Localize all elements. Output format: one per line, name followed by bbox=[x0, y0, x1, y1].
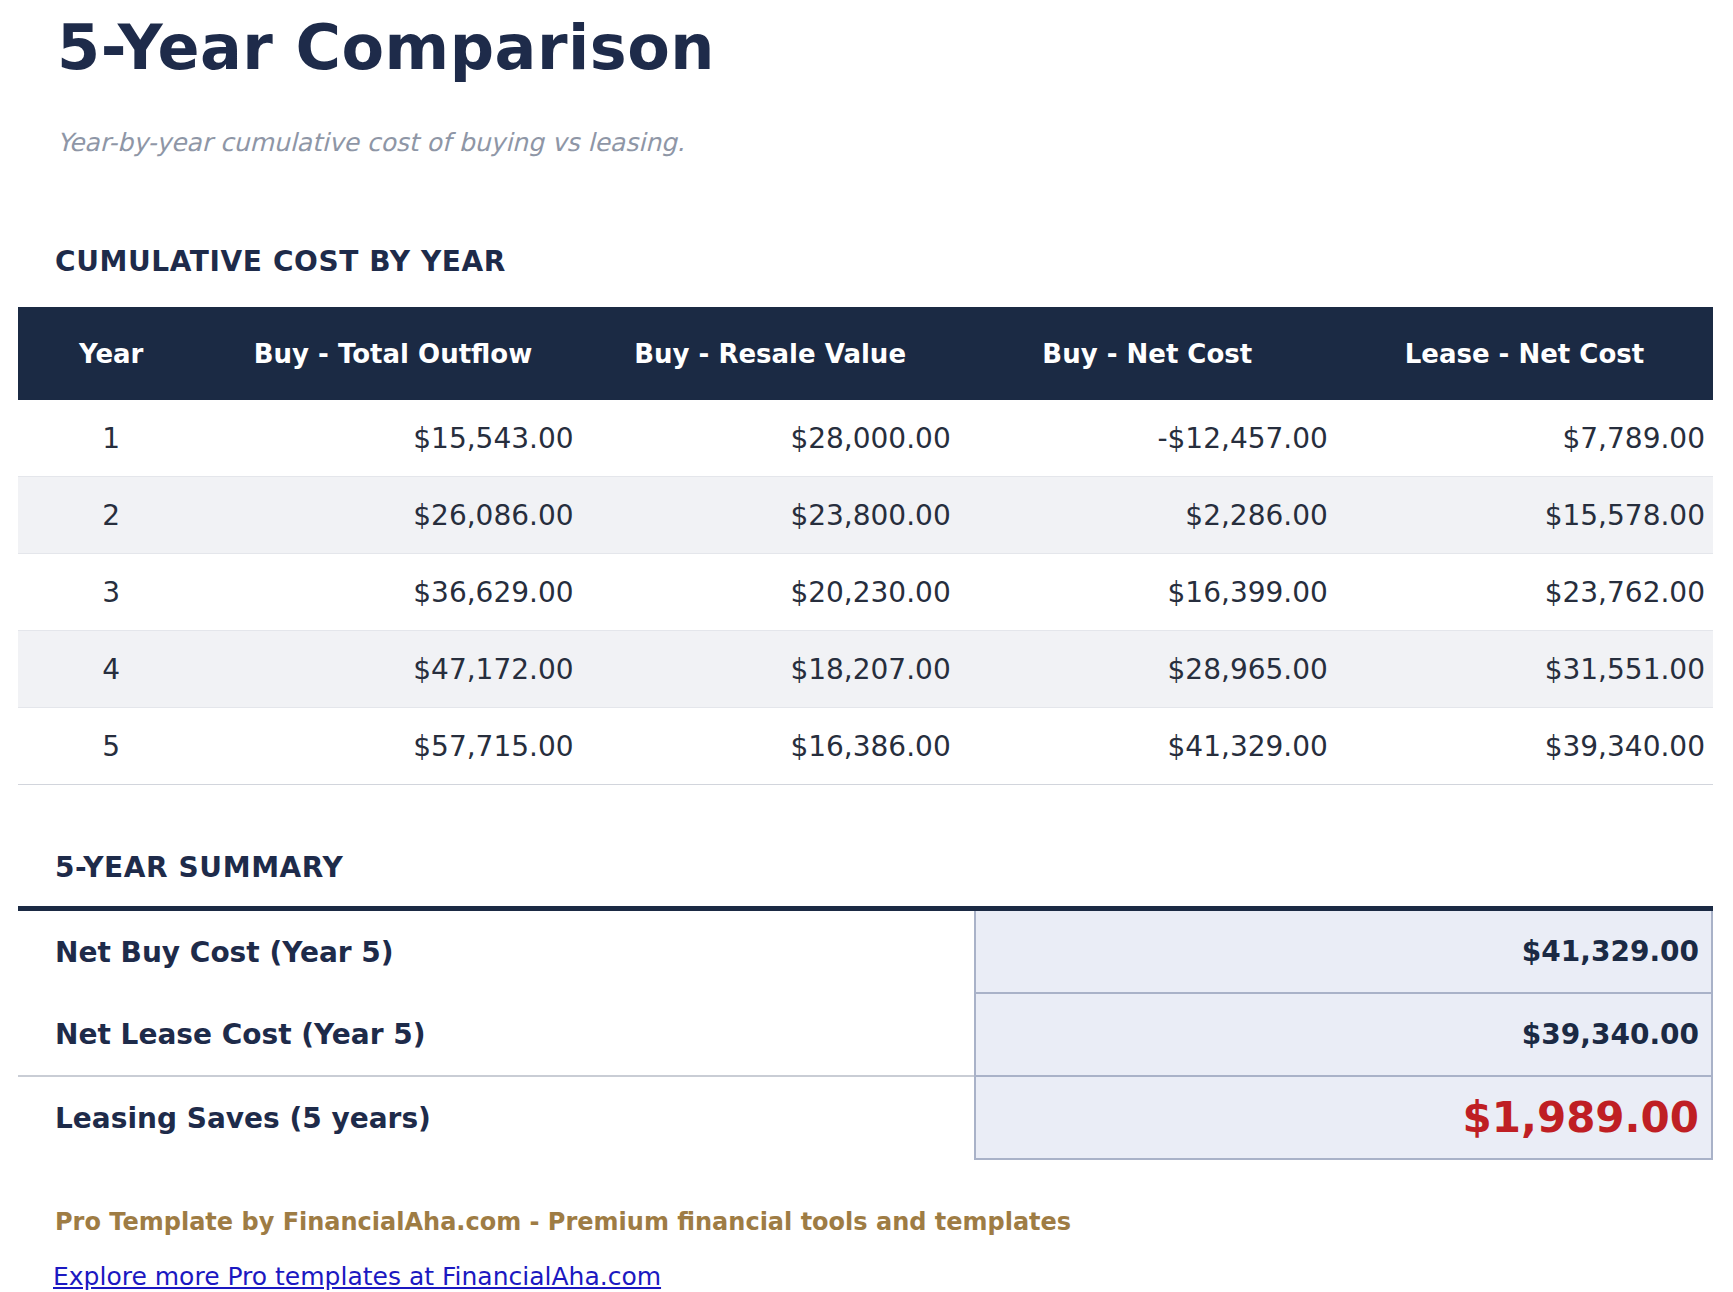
column-header-buy-total-outflow: Buy - Total Outflow bbox=[204, 307, 581, 400]
lease-net-cost-cell: $23,762.00 bbox=[1336, 554, 1713, 631]
buy-net-cost-cell: $41,329.00 bbox=[959, 708, 1336, 785]
buy-net-cost-cell: $2,286.00 bbox=[959, 477, 1336, 554]
buy-resale-value-cell: $28,000.00 bbox=[582, 400, 959, 477]
table-row: 3 $36,629.00 $20,230.00 $16,399.00 $23,7… bbox=[18, 554, 1713, 631]
branding-text: Pro Template by FinancialAha.com - Premi… bbox=[55, 1208, 1713, 1236]
buy-resale-value-cell: $16,386.00 bbox=[582, 708, 959, 785]
summary-table: Net Buy Cost (Year 5) $41,329.00 Net Lea… bbox=[18, 906, 1713, 1160]
buy-total-outflow-cell: $15,543.00 bbox=[204, 400, 581, 477]
summary-label: Leasing Saves (5 years) bbox=[18, 1076, 975, 1159]
summary-row-leasing-saves: Leasing Saves (5 years) $1,989.00 bbox=[18, 1076, 1712, 1159]
column-header-lease-net-cost: Lease - Net Cost bbox=[1336, 307, 1713, 400]
document-page: 5-Year Comparison Year-by-year cumulativ… bbox=[0, 14, 1733, 1291]
table-row: 1 $15,543.00 $28,000.00 -$12,457.00 $7,7… bbox=[18, 400, 1713, 477]
summary-value: $41,329.00 bbox=[975, 909, 1712, 994]
summary-value-highlight: $1,989.00 bbox=[975, 1076, 1712, 1159]
buy-total-outflow-cell: $26,086.00 bbox=[204, 477, 581, 554]
buy-net-cost-cell: -$12,457.00 bbox=[959, 400, 1336, 477]
table-row: 2 $26,086.00 $23,800.00 $2,286.00 $15,57… bbox=[18, 477, 1713, 554]
year-cell: 4 bbox=[18, 631, 204, 708]
column-header-buy-net-cost: Buy - Net Cost bbox=[959, 307, 1336, 400]
lease-net-cost-cell: $7,789.00 bbox=[1336, 400, 1713, 477]
buy-net-cost-cell: $16,399.00 bbox=[959, 554, 1336, 631]
year-cell: 3 bbox=[18, 554, 204, 631]
buy-resale-value-cell: $18,207.00 bbox=[582, 631, 959, 708]
buy-net-cost-cell: $28,965.00 bbox=[959, 631, 1336, 708]
lease-net-cost-cell: $39,340.00 bbox=[1336, 708, 1713, 785]
year-cell: 5 bbox=[18, 708, 204, 785]
summary-value: $39,340.00 bbox=[975, 993, 1712, 1076]
cumulative-cost-table: Year Buy - Total Outflow Buy - Resale Va… bbox=[18, 307, 1713, 785]
page-title: 5-Year Comparison bbox=[57, 14, 1713, 82]
summary-label: Net Lease Cost (Year 5) bbox=[18, 993, 975, 1076]
year-cell: 2 bbox=[18, 477, 204, 554]
table-header-row: Year Buy - Total Outflow Buy - Resale Va… bbox=[18, 307, 1713, 400]
table-row: 4 $47,172.00 $18,207.00 $28,965.00 $31,5… bbox=[18, 631, 1713, 708]
buy-resale-value-cell: $20,230.00 bbox=[582, 554, 959, 631]
page-subtitle: Year-by-year cumulative cost of buying v… bbox=[57, 128, 1713, 157]
buy-total-outflow-cell: $57,715.00 bbox=[204, 708, 581, 785]
lease-net-cost-cell: $15,578.00 bbox=[1336, 477, 1713, 554]
column-header-year: Year bbox=[18, 307, 204, 400]
buy-total-outflow-cell: $36,629.00 bbox=[204, 554, 581, 631]
summary-row-net-lease-cost: Net Lease Cost (Year 5) $39,340.00 bbox=[18, 993, 1712, 1076]
summary-row-net-buy-cost: Net Buy Cost (Year 5) $41,329.00 bbox=[18, 909, 1712, 994]
cumulative-cost-heading: CUMULATIVE COST BY YEAR bbox=[55, 245, 1713, 278]
lease-net-cost-cell: $31,551.00 bbox=[1336, 631, 1713, 708]
buy-total-outflow-cell: $47,172.00 bbox=[204, 631, 581, 708]
explore-templates-link[interactable]: Explore more Pro templates at FinancialA… bbox=[53, 1262, 661, 1291]
summary-heading: 5-YEAR SUMMARY bbox=[55, 851, 1713, 884]
table-row: 5 $57,715.00 $16,386.00 $41,329.00 $39,3… bbox=[18, 708, 1713, 785]
buy-resale-value-cell: $23,800.00 bbox=[582, 477, 959, 554]
column-header-buy-resale-value: Buy - Resale Value bbox=[582, 307, 959, 400]
year-cell: 1 bbox=[18, 400, 204, 477]
summary-label: Net Buy Cost (Year 5) bbox=[18, 909, 975, 994]
